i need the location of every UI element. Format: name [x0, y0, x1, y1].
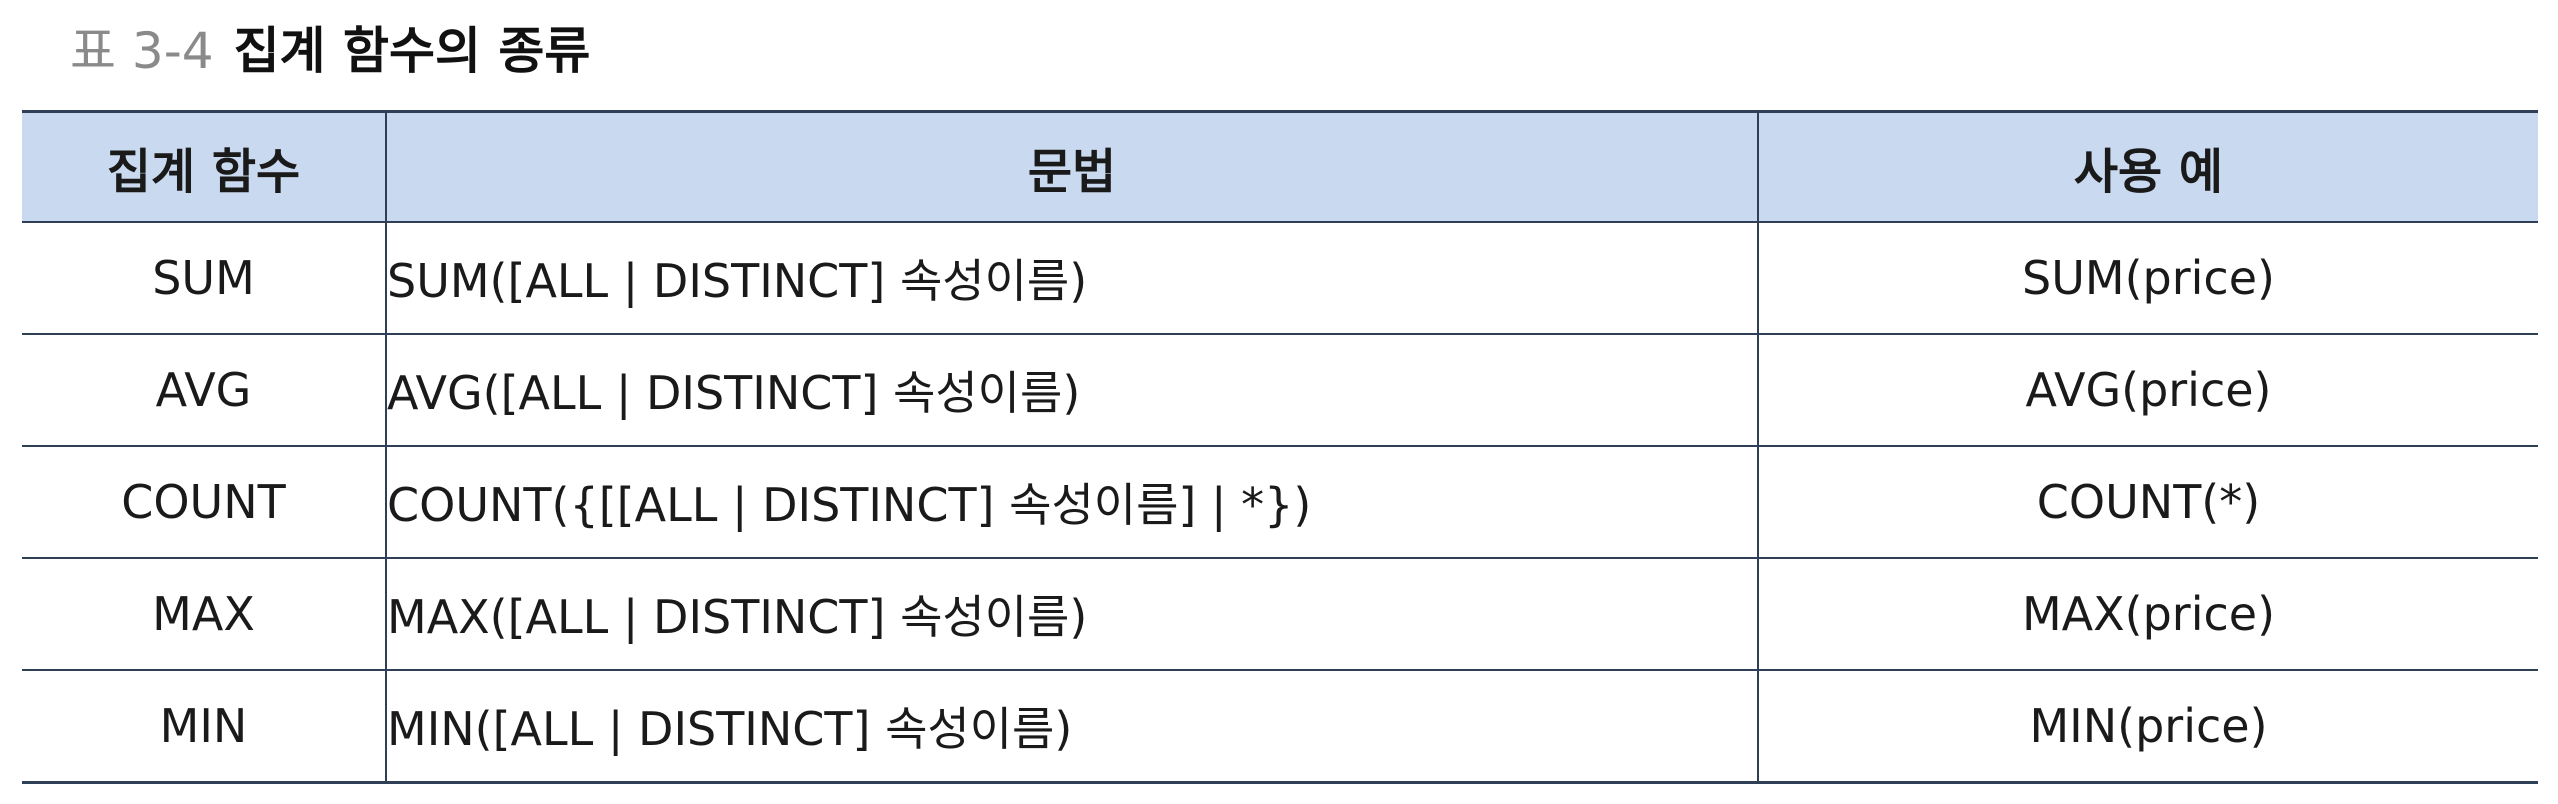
syntax-cell: AVG([ALL | DISTINCT] 속성이름) [385, 334, 1758, 447]
caption-title: 집계 함수의 종류 [233, 22, 591, 80]
table-header: 집계 함수 문법 사용 예 [22, 110, 2538, 223]
aggregate-functions-table: 집계 함수 문법 사용 예 SUM SUM([ALL | DISTINCT] 속… [22, 110, 2538, 784]
function-cell: SUM [22, 222, 386, 335]
example-cell: MAX(price) [1757, 558, 2538, 671]
header-function: 집계 함수 [22, 110, 386, 223]
table-caption: 표 3-4 집계 함수의 종류 [70, 12, 590, 82]
example-cell: AVG(price) [1757, 334, 2538, 447]
syntax-cell: MAX([ALL | DISTINCT] 속성이름) [385, 558, 1758, 671]
header-example: 사용 예 [1757, 110, 2538, 223]
table-row: MAX MAX([ALL | DISTINCT] 속성이름) MAX(price… [22, 558, 2538, 671]
example-cell: SUM(price) [1757, 222, 2538, 335]
syntax-cell: MIN([ALL | DISTINCT] 속성이름) [385, 670, 1758, 784]
table-row: MIN MIN([ALL | DISTINCT] 속성이름) MIN(price… [22, 670, 2538, 784]
function-cell: COUNT [22, 446, 386, 559]
table-body: SUM SUM([ALL | DISTINCT] 속성이름) SUM(price… [22, 222, 2538, 784]
example-cell: COUNT(*) [1757, 446, 2538, 559]
header-row: 집계 함수 문법 사용 예 [22, 110, 2538, 223]
table-row: AVG AVG([ALL | DISTINCT] 속성이름) AVG(price… [22, 334, 2538, 447]
function-cell: AVG [22, 334, 386, 447]
function-cell: MAX [22, 558, 386, 671]
function-cell: MIN [22, 670, 386, 784]
table-row: COUNT COUNT({[[ALL | DISTINCT] 속성이름] | *… [22, 446, 2538, 559]
table-row: SUM SUM([ALL | DISTINCT] 속성이름) SUM(price… [22, 222, 2538, 335]
example-cell: MIN(price) [1757, 670, 2538, 784]
syntax-cell: COUNT({[[ALL | DISTINCT] 속성이름] | *}) [385, 446, 1758, 559]
header-syntax: 문법 [385, 110, 1758, 223]
caption-label: 표 3-4 [70, 22, 214, 80]
syntax-cell: SUM([ALL | DISTINCT] 속성이름) [385, 222, 1758, 335]
